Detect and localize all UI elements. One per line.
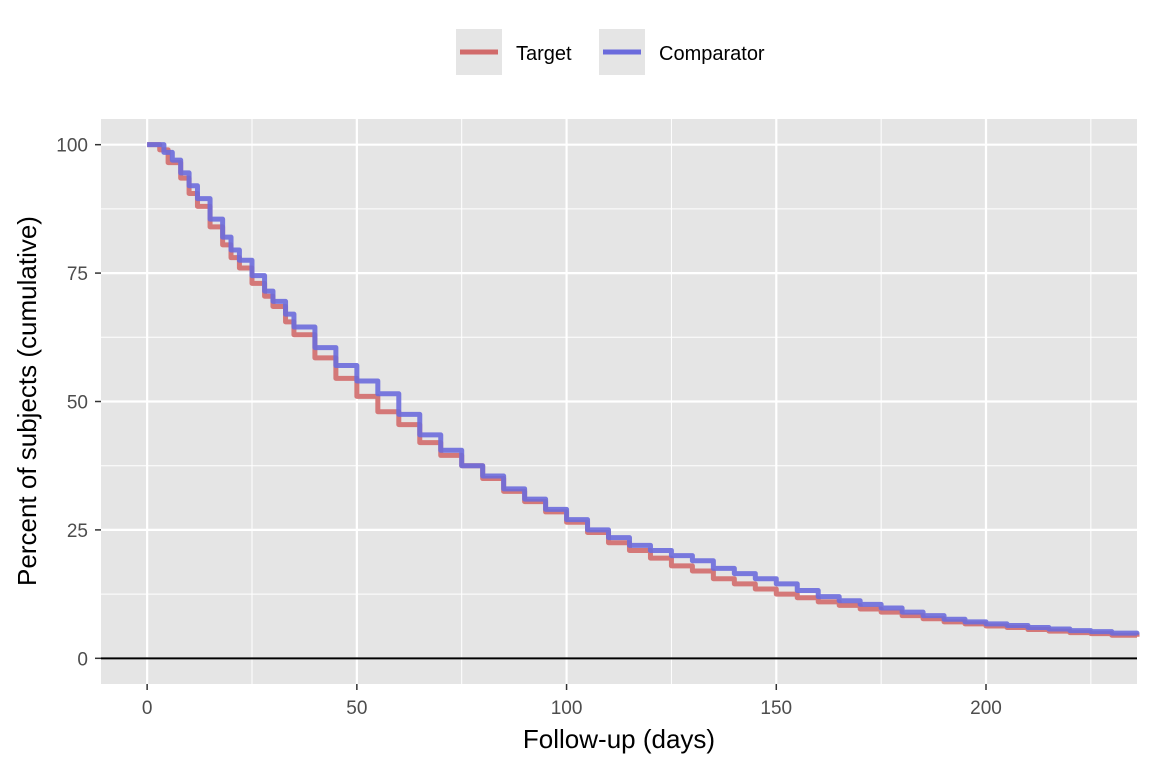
y-tick-label: 50 [67, 393, 88, 414]
axes: 0 50 100 150 200 0 25 50 75 100 [56, 136, 1002, 719]
x-tick-label: 0 [142, 698, 153, 719]
x-tick-label: 50 [346, 698, 367, 719]
series-layer [147, 142, 1140, 638]
x-tick-label: 200 [970, 698, 1002, 719]
y-tick-label: 75 [67, 264, 88, 285]
legend-label-target: Target [516, 43, 572, 65]
legend-label-comparator: Comparator [659, 43, 765, 65]
x-axis-title: Follow-up (days) [523, 724, 715, 754]
y-tick-label: 100 [56, 136, 88, 157]
y-tick-label: 25 [67, 521, 88, 542]
legend: Target Comparator [456, 29, 765, 75]
x-tick-label: 100 [551, 698, 583, 719]
grid [101, 119, 1137, 684]
series-line-comparator [147, 142, 1140, 636]
x-tick-label: 150 [760, 698, 792, 719]
y-axis-title: Percent of subjects (cumulative) [12, 216, 42, 586]
y-tick-label: 0 [77, 649, 88, 670]
